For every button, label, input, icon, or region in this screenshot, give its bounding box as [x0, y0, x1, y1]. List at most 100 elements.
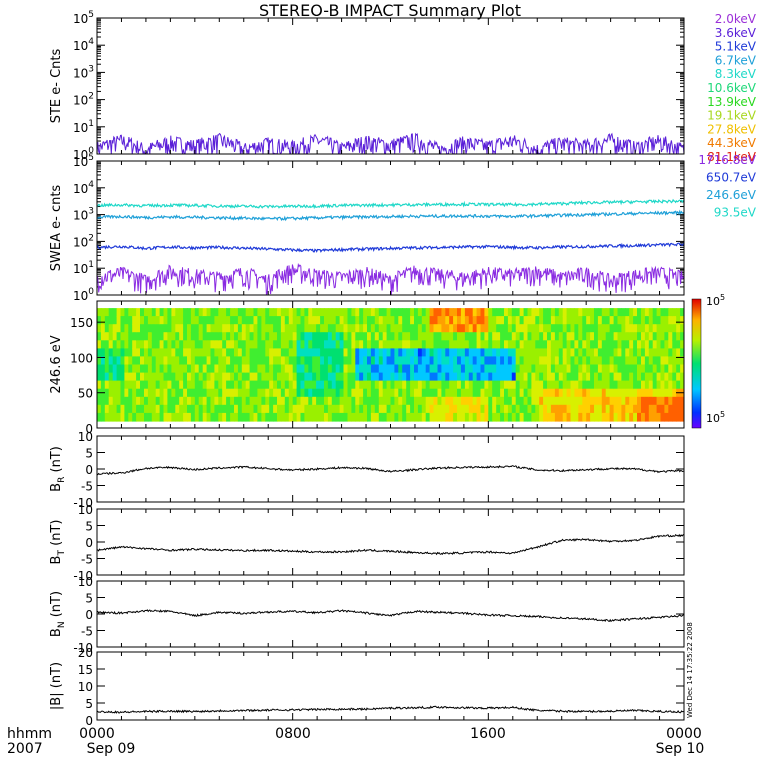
heatmap-cell [441, 356, 446, 366]
heatmap-cell [515, 396, 521, 406]
heatmap-cell [316, 412, 321, 422]
heatmap-cell [386, 324, 392, 333]
heatmap-cell [582, 332, 587, 341]
heatmap-cell [460, 316, 466, 325]
heatmap-cell [175, 364, 180, 374]
heatmap-cell [398, 340, 403, 349]
heatmap-cell [672, 412, 677, 422]
heatmap-cell [300, 348, 305, 358]
heatmap-cell [597, 348, 603, 358]
heatmap-cell [226, 364, 231, 374]
heatmap-cell [449, 396, 454, 406]
heatmap-cell [206, 356, 212, 366]
heatmap-cell [578, 340, 583, 349]
heatmap-cell [253, 372, 258, 382]
heatmap-cell [147, 308, 153, 317]
heatmap-cell [108, 324, 114, 333]
heatmap-cell [116, 412, 122, 422]
heatmap-cell [648, 388, 654, 398]
heatmap-cell [269, 332, 274, 341]
heatmap-cell [320, 396, 325, 406]
heatmap-cell [594, 348, 599, 358]
heatmap-cell [433, 332, 438, 341]
heatmap-cell [159, 380, 165, 390]
heatmap-cell [629, 356, 634, 366]
heatmap-cell [190, 356, 196, 366]
heatmap-cell [464, 396, 470, 406]
heatmap-cell [312, 380, 317, 390]
heatmap-cell [527, 356, 532, 366]
heatmap-cell [586, 340, 591, 349]
heatmap-cell [292, 364, 298, 374]
heatmap-cell [292, 388, 298, 398]
heatmap-cell [187, 356, 192, 366]
heatmap-cell [265, 356, 270, 366]
heatmap-cell [190, 388, 196, 398]
heatmap-cell [128, 404, 133, 414]
heatmap-cell [500, 364, 505, 374]
heatmap-cell [386, 340, 392, 349]
heatmap-cell [464, 308, 470, 317]
heatmap-cell [163, 308, 168, 317]
heatmap-cell [253, 332, 258, 341]
heatmap-cell [234, 332, 239, 341]
heatmap-cell [112, 388, 118, 398]
heatmap-cell [460, 324, 466, 333]
heatmap-cell [523, 372, 529, 382]
heatmap-cell [308, 372, 313, 382]
heatmap-cell [605, 332, 611, 341]
heatmap-cell [331, 364, 337, 374]
heatmap-cell [108, 364, 114, 374]
heatmap-cell [97, 348, 102, 358]
heatmap-cell [558, 308, 564, 317]
heatmap-cell [441, 396, 446, 406]
heatmap-cell [629, 404, 634, 414]
heatmap-cell [132, 412, 137, 422]
heatmap-cell [594, 316, 599, 325]
heatmap-cell [445, 348, 450, 358]
heatmap-cell [331, 404, 337, 414]
heatmap-cell [304, 380, 309, 390]
heatmap-cell [351, 388, 356, 398]
heatmap-cell [535, 364, 540, 374]
heatmap-cell [163, 332, 168, 341]
heatmap-cell [300, 340, 305, 349]
heatmap-cell [519, 308, 525, 317]
heatmap-cell [406, 356, 411, 366]
heatmap-cell [511, 340, 517, 349]
heatmap-cell [464, 364, 470, 374]
heatmap-cell [531, 380, 536, 390]
heatmap-cell [558, 396, 564, 406]
heatmap-cell [370, 404, 376, 414]
y-tick-label: 5 [85, 697, 93, 711]
heatmap-cell [566, 324, 572, 333]
heatmap-cell [590, 308, 595, 317]
heatmap-cell [351, 364, 356, 374]
heatmap-cell [531, 364, 536, 374]
heatmap-cell [367, 316, 372, 325]
heatmap-cell [147, 324, 153, 333]
heatmap-cell [621, 308, 626, 317]
heatmap-cell [382, 396, 388, 406]
heatmap-cell [104, 412, 110, 422]
heatmap-cell [453, 412, 458, 422]
heatmap-cell [359, 356, 364, 366]
heatmap-cell [621, 412, 626, 422]
heatmap-cell [648, 308, 654, 317]
heatmap-cell [590, 388, 595, 398]
heatmap-cell [214, 332, 219, 341]
heatmap-cell [140, 340, 145, 349]
heatmap-cell [523, 364, 529, 374]
heatmap-cell [140, 364, 145, 374]
y-tick-label: 5 [85, 447, 93, 461]
heatmap-cell [324, 396, 329, 406]
heatmap-cell [625, 340, 630, 349]
heatmap-cell [292, 316, 298, 325]
heatmap-cell [327, 372, 333, 382]
heatmap-cell [312, 340, 317, 349]
heatmap-cell [136, 316, 141, 325]
heatmap-cell [570, 404, 575, 414]
x-tick-date: Sep 10 [656, 741, 705, 757]
heatmap-cell [629, 380, 634, 390]
